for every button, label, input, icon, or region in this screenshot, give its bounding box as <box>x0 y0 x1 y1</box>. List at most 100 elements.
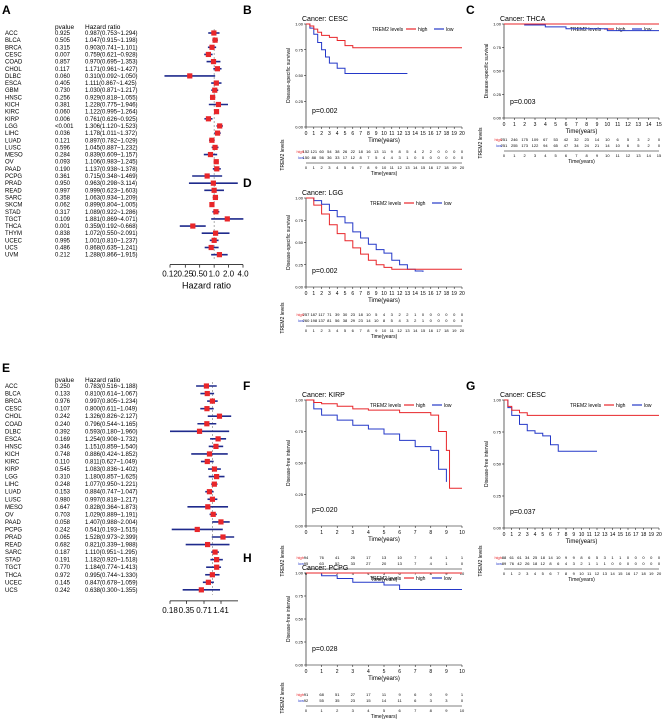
x-tick-label: 10 <box>381 291 387 297</box>
risk-low-count: 94 <box>543 143 548 148</box>
risk-low-count: 56 <box>335 318 340 323</box>
x-tick-label: 14 <box>646 122 652 128</box>
x-tick-label: 13 <box>405 291 411 297</box>
risk-x-tick-label: 7 <box>557 571 560 576</box>
row-pvalue: 0.647 <box>55 505 71 511</box>
risk-high-count: 2 <box>648 137 651 142</box>
x-tick-label: 3 <box>526 532 529 538</box>
row-hr-text: 1.178(1.011~1.372) <box>85 131 137 137</box>
risk-low-count: 0 <box>461 698 464 703</box>
row-cancer-label: BLCA <box>5 38 21 44</box>
risk-x-tick-label: 5 <box>555 153 558 158</box>
x-tick-label: 4 <box>336 291 339 297</box>
risk-low-count: 38 <box>343 318 348 323</box>
risk-low-count: 21 <box>595 143 600 148</box>
risk-x-tick-label: 2 <box>518 571 521 576</box>
row-hr-text: 1.110(0.951~1.295) <box>85 550 137 556</box>
hr-point <box>213 80 219 86</box>
hr-point <box>207 151 214 158</box>
p-value-label: p=0.037 <box>510 509 536 516</box>
risk-low-count: 0 <box>414 155 417 160</box>
risk-high-count: 7 <box>414 555 417 560</box>
y-axis-label: Disease-specific survival <box>286 215 292 270</box>
hr-point <box>213 443 219 449</box>
row-hr-text: 1.254(0.908~1.732) <box>85 437 138 443</box>
risk-high-count: 2 <box>398 312 401 317</box>
risk-x-tick-label: 1 <box>320 708 323 713</box>
risk-high-count: 10 <box>556 555 561 560</box>
row-pvalue: 0.062 <box>55 203 71 209</box>
panel-letter-D: D <box>243 176 252 190</box>
risk-high-count: 1 <box>461 692 464 697</box>
row-cancer-label: TGCT <box>5 217 22 223</box>
risk-high-count: 9 <box>391 149 394 154</box>
hr-point <box>215 436 221 442</box>
row-hr-text: 1.001(0.810~1.237) <box>85 238 138 244</box>
risk-low-count: 35 <box>335 698 340 703</box>
risk-high-count: 0 <box>642 555 645 560</box>
risk-low-count: 26 <box>525 561 530 566</box>
row-hr-text: 0.759(0.621~0.928) <box>85 52 138 58</box>
risk-x-axis-label: Time(years) <box>371 577 398 583</box>
y-tick-label: 0.50 <box>493 462 502 467</box>
risk-low-count: 13 <box>397 561 402 566</box>
risk-low-count: 95 <box>304 561 309 566</box>
risk-low-count: 0 <box>635 561 638 566</box>
series-low-curve <box>306 572 462 591</box>
y-tick-label: 1.00 <box>493 22 502 27</box>
risk-low-count: 0 <box>437 155 440 160</box>
x-tick-label: 4 <box>367 530 370 536</box>
hr-point <box>210 59 217 65</box>
risk-low-row-label: low <box>496 143 502 148</box>
x-tick-label: 11 <box>389 131 394 137</box>
p-value-label: p=0.028 <box>312 646 338 653</box>
risk-high-count: 0 <box>453 312 456 317</box>
risk-low-count: 0 <box>461 318 464 323</box>
risk-low-count: 55 <box>319 698 324 703</box>
x-tick-label: 7 <box>557 532 560 538</box>
panel-letters: A B C D E F G H <box>2 3 475 565</box>
x-tick-label: 15 <box>420 131 426 137</box>
risk-high-count: 117 <box>318 312 325 317</box>
risk-x-tick-label: 17 <box>634 571 639 576</box>
risk-high-count: 1 <box>414 312 417 317</box>
row-hr-text: 0.638(0.300~1.355) <box>85 588 138 594</box>
risk-low-count: 8 <box>549 561 552 566</box>
row-cancer-label: CESC <box>5 407 22 413</box>
row-pvalue: 0.838 <box>55 231 71 237</box>
risk-low-count: 18 <box>533 561 538 566</box>
row-pvalue: 0.980 <box>55 497 71 503</box>
row-hr-text: 0.541(0.193~1.515) <box>85 527 138 533</box>
risk-x-tick-label: 11 <box>616 153 621 158</box>
y-tick-label: 0.00 <box>295 663 304 668</box>
legend-low-label: low <box>444 576 452 582</box>
p-value-label: p=0.002 <box>312 268 338 275</box>
y-tick-label: 0.75 <box>295 429 304 434</box>
x-tick-label: 9 <box>445 669 448 675</box>
risk-high-count: 39 <box>335 312 340 317</box>
row-cancer-label: ESCA <box>5 437 21 443</box>
risk-low-count: 29 <box>351 318 356 323</box>
x-tick-label: 17 <box>633 532 639 538</box>
y-tick-label: 0.75 <box>295 47 304 52</box>
hr-point <box>196 428 203 434</box>
risk-high-count: 3 <box>637 137 640 142</box>
risk-high-count: 4 <box>383 312 386 317</box>
row-hr-text: 0.800(0.611~1.049) <box>85 407 137 413</box>
risk-high-count: 0 <box>437 149 440 154</box>
risk-x-tick-label: 8 <box>565 571 568 576</box>
risk-x-tick-label: 16 <box>626 571 631 576</box>
risk-low-row-label: low <box>298 155 304 160</box>
x-tick-label: 8 <box>585 122 588 128</box>
risk-high-count: 152 <box>303 149 310 154</box>
risk-low-count: 0 <box>437 318 440 323</box>
row-pvalue: 0.191 <box>55 558 71 564</box>
legend-high-label: high <box>616 403 626 409</box>
x-tick-label: 15 <box>656 122 662 128</box>
row-cancer-label: PCPG <box>5 527 22 533</box>
y-axis-label: Disease-specific survival <box>484 44 490 99</box>
series-high-curve <box>306 23 462 49</box>
row-cancer-label: KICH <box>5 452 19 458</box>
